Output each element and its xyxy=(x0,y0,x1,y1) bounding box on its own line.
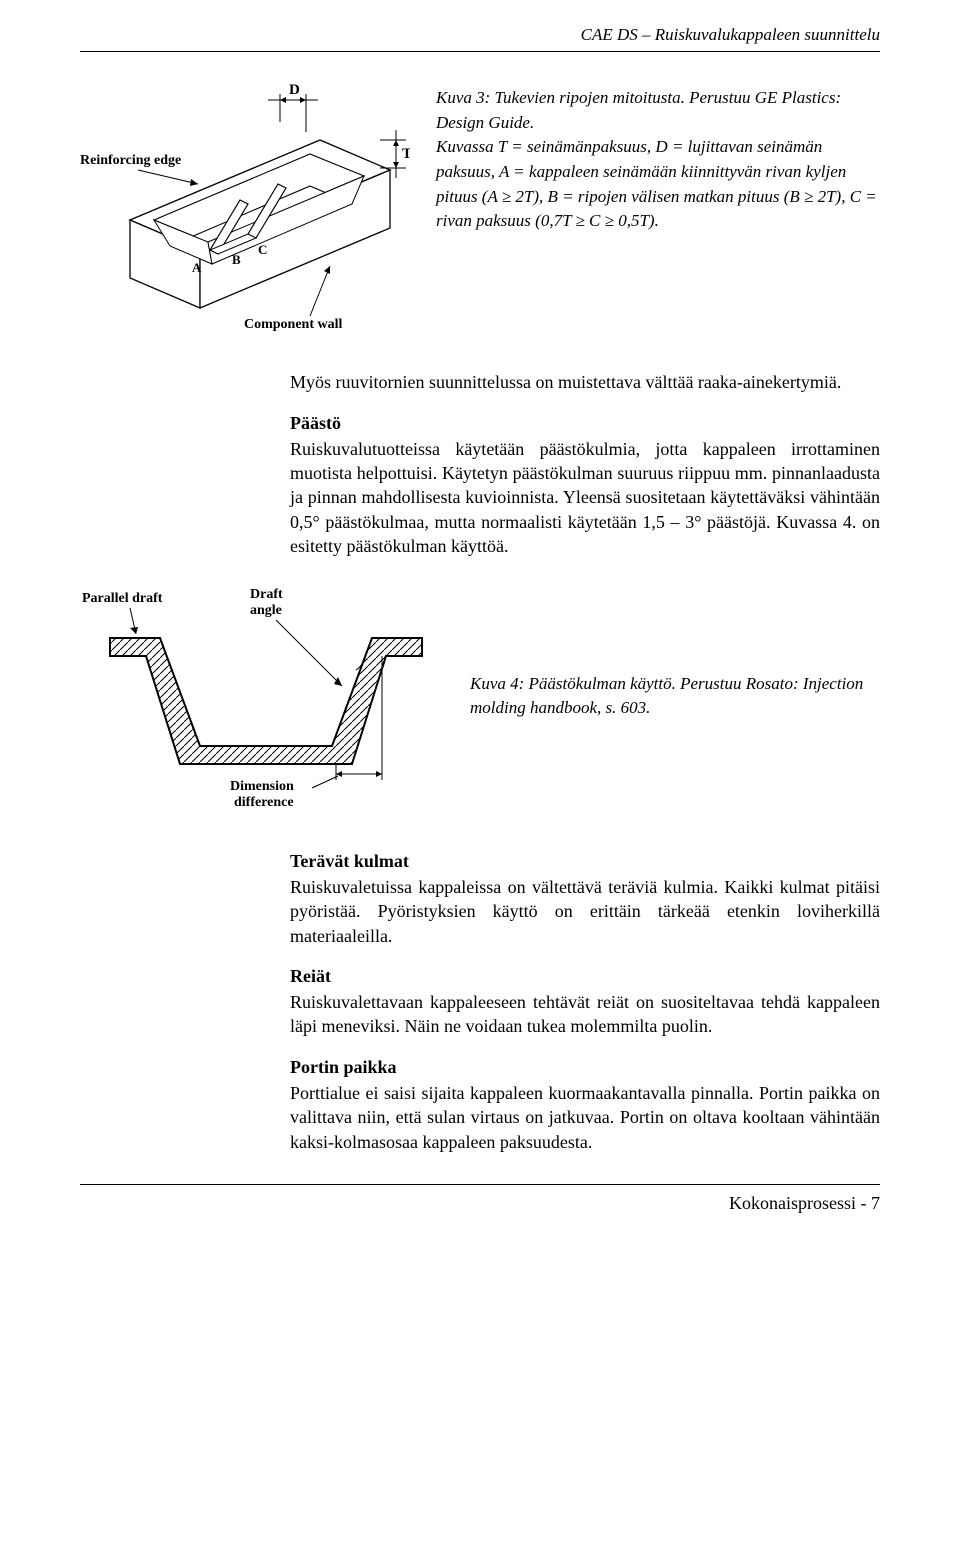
figure-4-label-parallel-draft: Parallel draft xyxy=(82,591,163,606)
figure-4-label-draft-angle-1: Draft xyxy=(250,587,283,602)
heading-portin: Portin paikka xyxy=(290,1055,880,1079)
figure-3-label-C: C xyxy=(258,242,267,257)
figure-3-caption: Kuva 3: Tukevien ripojen mitoitusta. Per… xyxy=(436,80,880,234)
text-ruuvitorni: Myös ruuvitornien suunnittelussa on muis… xyxy=(290,370,880,394)
figure-4-label-dim-diff-1: Dimension xyxy=(230,779,294,794)
figure-3-label-reinforcing-edge: Reinforcing edge xyxy=(80,153,181,168)
text-reiat: Ruiskuvalettavaan kappaleeseen tehtävät … xyxy=(290,990,880,1039)
text-teravat: Ruiskuvaletuissa kappaleissa on vältettä… xyxy=(290,875,880,948)
figure-3-caption-title: Kuva 3: Tukevien ripojen mitoitusta. Per… xyxy=(436,86,880,135)
figure-4-label-draft-angle-2: angle xyxy=(250,603,282,618)
figure-4-graphic: Parallel draft Draft angle Dimension dif… xyxy=(80,578,440,814)
heading-teravat: Terävät kulmat xyxy=(290,849,880,873)
text-paasto: Ruiskuvalutuotteissa käytetään päästökul… xyxy=(290,437,880,558)
text-portin: Porttialue ei saisi sijaita kappaleen ku… xyxy=(290,1081,880,1154)
page-number-label: Kokonaisprosessi - 7 xyxy=(729,1193,880,1213)
figure-3-graphic: D T Reinforcing edge A B C Component wal… xyxy=(80,80,410,346)
heading-reiat: Reiät xyxy=(290,964,880,988)
figure-3-label-D: D xyxy=(289,82,300,98)
heading-paasto: Päästö xyxy=(290,411,880,435)
figure-3-label-component-wall: Component wall xyxy=(244,317,343,332)
paragraph-ruuvitorni: Myös ruuvitornien suunnittelussa on muis… xyxy=(290,370,880,558)
footer: Kokonaisprosessi - 7 xyxy=(80,1184,880,1215)
running-header: CAE DS – Ruiskuvalukappaleen suunnittelu xyxy=(80,24,880,52)
figure-3-label-T: T xyxy=(402,146,410,162)
page: CAE DS – Ruiskuvalukappaleen suunnittelu xyxy=(0,0,960,1245)
figure-3-label-A: A xyxy=(192,260,202,275)
lower-text-block: Terävät kulmat Ruiskuvaletuissa kappalei… xyxy=(290,849,880,1154)
figure-3-row: D T Reinforcing edge A B C Component wal… xyxy=(80,80,880,346)
figure-4-label-dim-diff-2: difference xyxy=(234,795,294,808)
figure-4-row: Parallel draft Draft angle Dimension dif… xyxy=(80,578,880,814)
figure-4-caption: Kuva 4: Päästökulman käyttö. Perustuu Ro… xyxy=(470,672,880,721)
figure-3-label-B: B xyxy=(232,252,241,267)
figure-3-caption-body: Kuvassa T = seinämänpaksuus, D = lujitta… xyxy=(436,135,880,234)
